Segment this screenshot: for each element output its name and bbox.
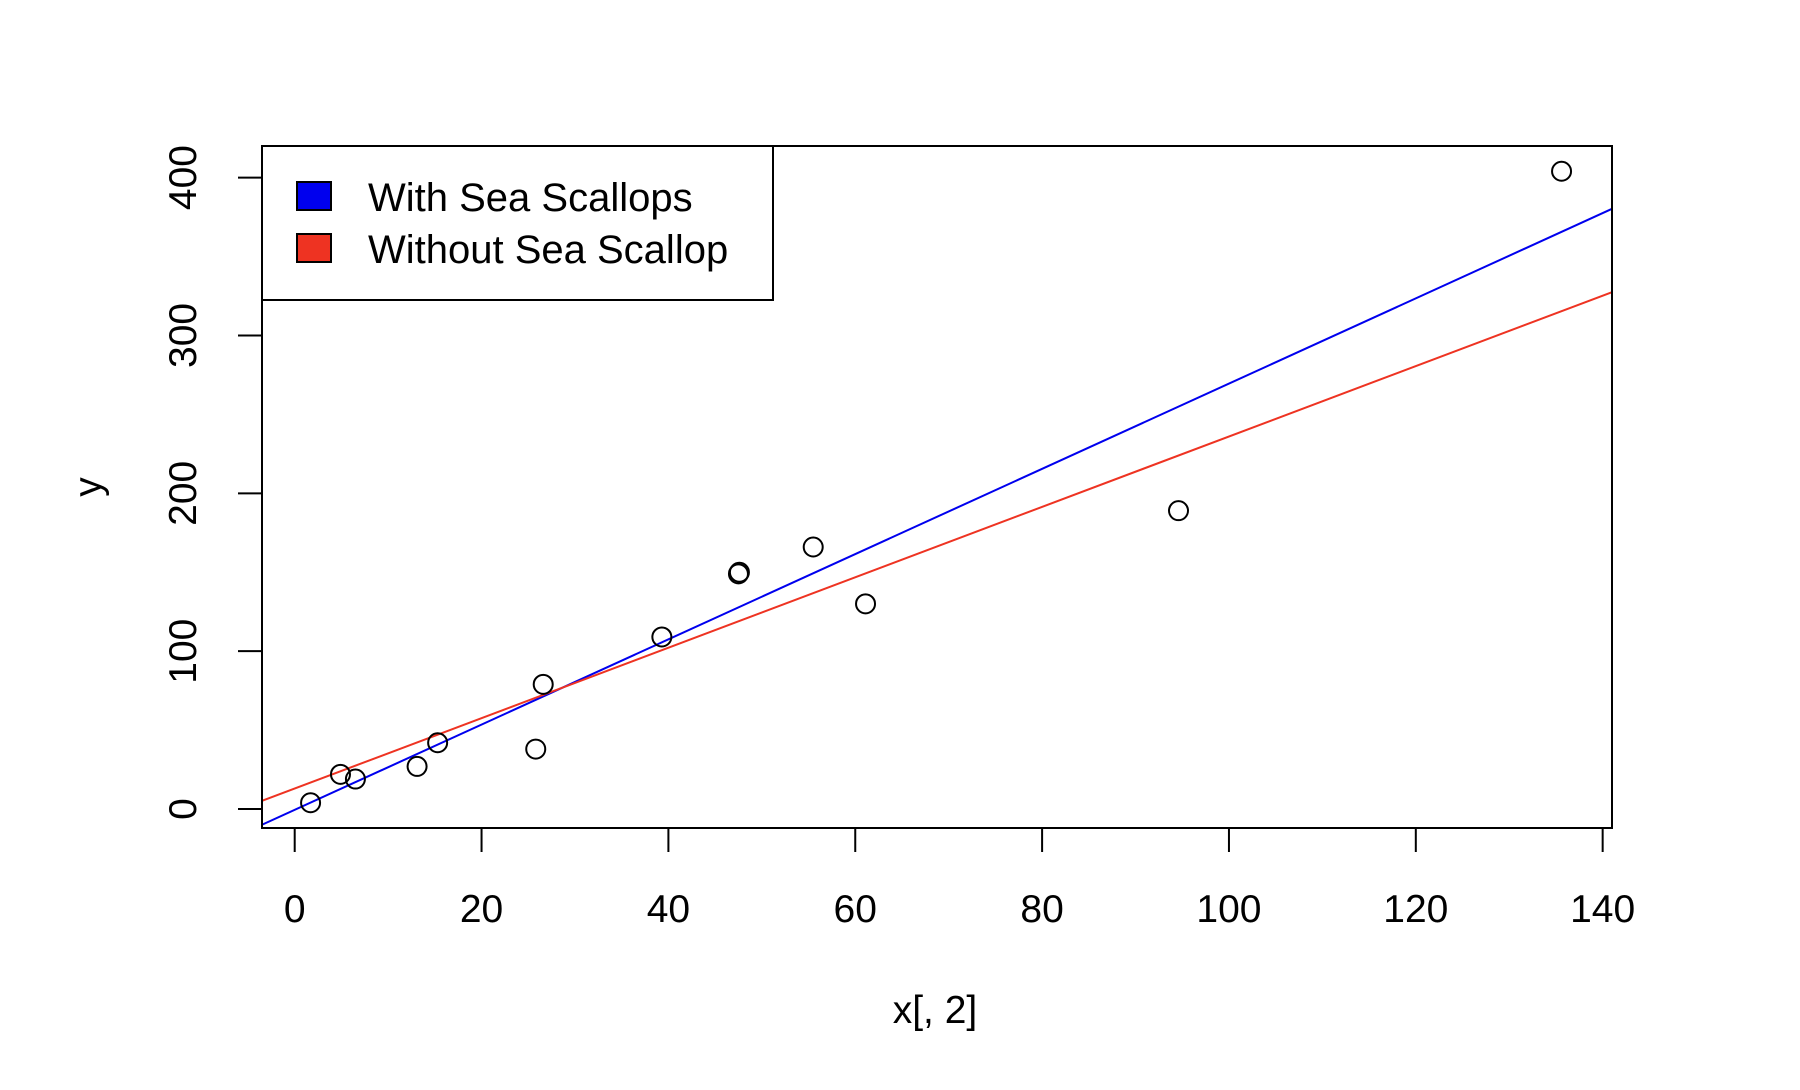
x-tick-label: 120 (1383, 888, 1448, 931)
legend-label-without-sea-scallop: Without Sea Scallop (368, 228, 728, 272)
x-tick-label: 100 (1196, 888, 1261, 931)
y-tick-label: 100 (162, 619, 205, 684)
data-point (651, 626, 673, 648)
x-axis-title: x[, 2] (893, 989, 978, 1032)
data-points (300, 160, 1573, 814)
legend-label-with-sea-scallops: With Sea Scallops (368, 176, 693, 220)
x-tick-label: 40 (647, 888, 690, 931)
y-tick-label: 200 (162, 461, 205, 526)
y-tick-label: 0 (162, 798, 205, 820)
data-point (344, 768, 366, 790)
data-point (802, 536, 824, 558)
y-axis-title: y (67, 477, 110, 497)
y-tick-label: 400 (162, 145, 205, 210)
legend: With Sea Scallops Without Sea Scallop (261, 145, 774, 301)
y-axis: 0 100 200 300 400 (162, 145, 263, 820)
x-tick-label: 20 (460, 888, 503, 931)
x-tick-label: 140 (1570, 888, 1635, 931)
data-point (329, 763, 351, 785)
x-tick-label: 0 (284, 888, 306, 931)
data-point (532, 673, 554, 695)
data-point (1551, 160, 1573, 182)
data-point (728, 561, 750, 583)
regression-lines (261, 207, 1613, 826)
regression-line-with-sea-scallops (261, 207, 1613, 826)
x-tick-label: 80 (1020, 888, 1063, 931)
x-tick-label: 60 (834, 888, 877, 931)
data-point (427, 732, 449, 754)
y-tick-label: 300 (162, 303, 205, 368)
data-point (855, 593, 877, 615)
legend-swatch-with-sea-scallops (296, 181, 332, 211)
regression-line-without-sea-scallop (261, 291, 1613, 802)
data-point (1168, 500, 1190, 522)
data-point (525, 738, 547, 760)
data-point (300, 792, 322, 814)
data-point (406, 755, 428, 777)
legend-swatch-without-sea-scallop (296, 233, 332, 263)
legend-box (261, 145, 774, 301)
x-axis: 0 20 40 60 80 100 120 140 (284, 827, 1635, 931)
